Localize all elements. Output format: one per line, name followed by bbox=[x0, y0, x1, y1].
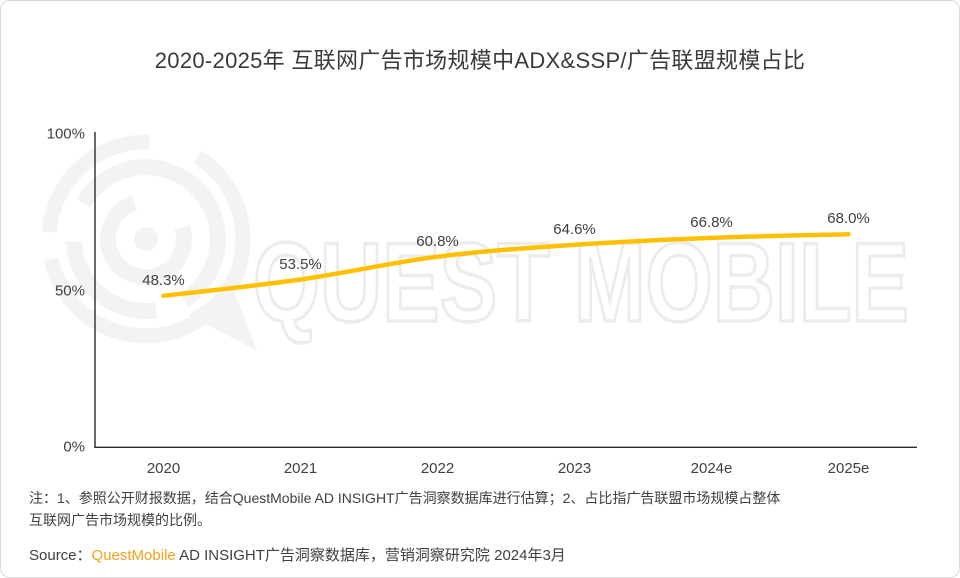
logo-ring bbox=[66, 240, 158, 319]
source-prefix: Source： bbox=[29, 547, 92, 564]
x-axis-label: 2020 bbox=[146, 460, 181, 477]
y-axis-label: 0% bbox=[63, 438, 85, 456]
data-label: 53.5% bbox=[279, 255, 322, 273]
note-text: 注：1、参照公开财报数据，结合QuestMobile AD INSIGHT广告洞… bbox=[29, 487, 780, 531]
logo-ring bbox=[43, 150, 251, 344]
y-axis-label: 100% bbox=[46, 125, 85, 143]
watermark-logo-icon bbox=[41, 134, 257, 351]
x-axis-label: 2025e bbox=[827, 460, 870, 477]
source-rest: AD INSIGHT广告洞察数据库，营销洞察研究院 2024年3月 bbox=[175, 547, 566, 564]
data-label: 60.8% bbox=[416, 232, 459, 250]
x-axis-label: 2021 bbox=[283, 460, 318, 477]
x-axis-label: 2023 bbox=[557, 460, 592, 477]
page-title: 2020-2025年 互联网广告市场规模中ADX&SSP/广告联盟规模占比 bbox=[154, 48, 806, 73]
trend-line bbox=[161, 231, 851, 299]
logo-center-dot bbox=[134, 227, 158, 251]
y-axis-label: 50% bbox=[54, 282, 85, 299]
source-text: Source：QuestMobile AD INSIGHT广告洞察数据库，营销洞… bbox=[29, 544, 566, 565]
logo-ring bbox=[41, 134, 150, 233]
data-label: 64.6% bbox=[553, 220, 596, 238]
logo-tail bbox=[189, 285, 257, 351]
note-line-1: 注：1、参照公开财报数据，结合QuestMobile AD INSIGHT广告洞… bbox=[29, 490, 781, 506]
logo-ring bbox=[100, 195, 192, 286]
x-axis-label: 2022 bbox=[420, 460, 455, 477]
x-axis-label: 2024e bbox=[690, 460, 733, 477]
logo-ring bbox=[76, 159, 226, 307]
data-label: 68.0% bbox=[827, 210, 870, 228]
note-line-2: 互联网广告市场规模的比例。 bbox=[29, 512, 211, 528]
watermark-text: QUEST MOBILE bbox=[253, 220, 909, 345]
data-label: 66.8% bbox=[690, 213, 733, 231]
data-label: 48.3% bbox=[142, 271, 185, 289]
brand-name: QuestMobile bbox=[91, 547, 176, 564]
